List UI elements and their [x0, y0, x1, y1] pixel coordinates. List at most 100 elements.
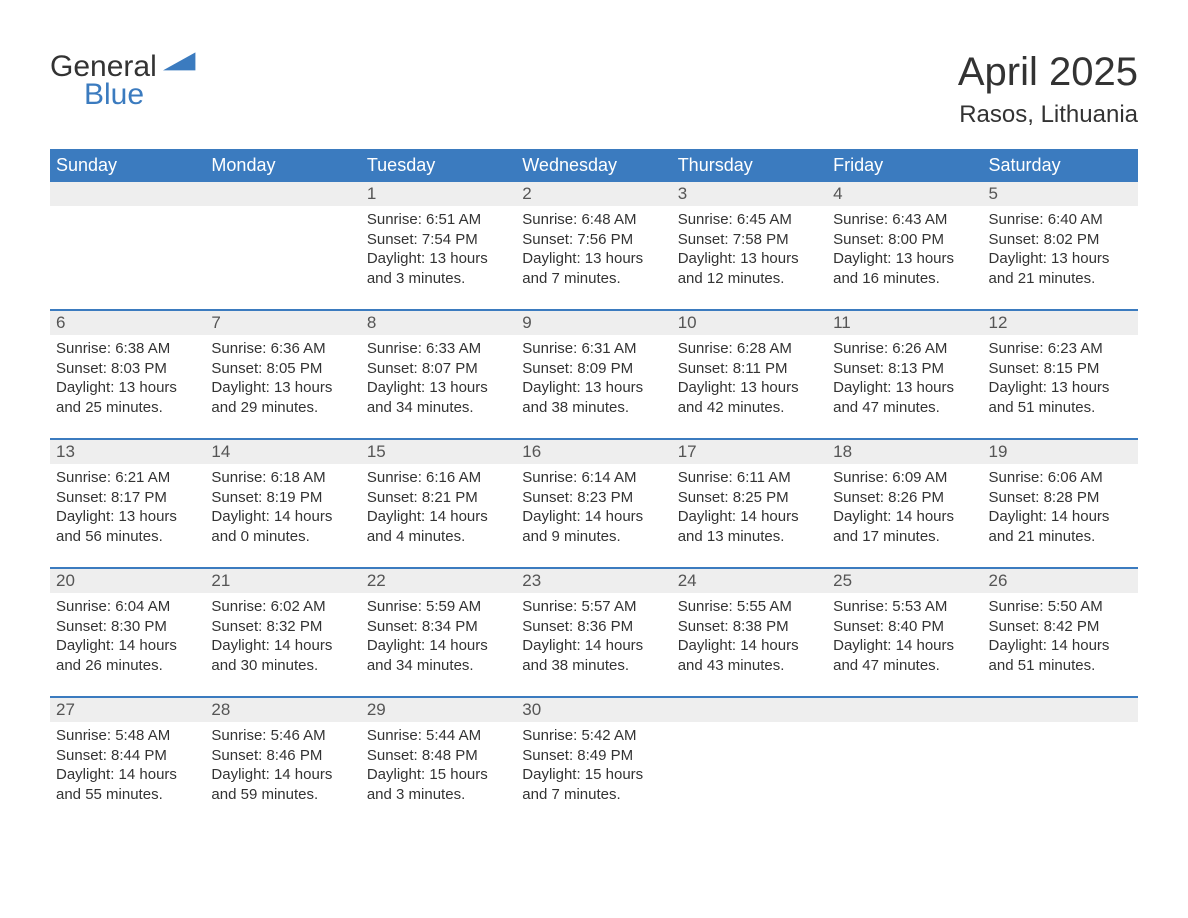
- sunset-line: Sunset: 8:30 PM: [56, 617, 199, 637]
- location-subtitle: Rasos, Lithuania: [958, 101, 1138, 129]
- sunset-line: Sunset: 8:28 PM: [989, 488, 1132, 508]
- logo-flag-icon: [163, 52, 199, 78]
- sunrise-line: Sunrise: 6:31 AM: [522, 339, 665, 359]
- daylight-line: Daylight: 14 hours and 9 minutes.: [522, 507, 665, 546]
- daynum-empty: [827, 698, 982, 722]
- dayname-header: Wednesday: [516, 149, 671, 182]
- day-cell: 25Sunrise: 5:53 AMSunset: 8:40 PMDayligh…: [827, 569, 982, 697]
- day-details: Sunrise: 5:44 AMSunset: 8:48 PMDaylight:…: [361, 722, 516, 810]
- day-number: 30: [516, 698, 671, 722]
- dayname-header: Friday: [827, 149, 982, 182]
- day-details: Sunrise: 5:55 AMSunset: 8:38 PMDaylight:…: [672, 593, 827, 681]
- day-details: Sunrise: 6:36 AMSunset: 8:05 PMDaylight:…: [205, 335, 360, 423]
- day-number: 11: [827, 311, 982, 335]
- sunrise-line: Sunrise: 5:46 AM: [211, 726, 354, 746]
- daylight-line: Daylight: 13 hours and 34 minutes.: [367, 378, 510, 417]
- daylight-line: Daylight: 13 hours and 51 minutes.: [989, 378, 1132, 417]
- sunrise-line: Sunrise: 6:26 AM: [833, 339, 976, 359]
- daylight-line: Daylight: 14 hours and 26 minutes.: [56, 636, 199, 675]
- daylight-line: Daylight: 14 hours and 38 minutes.: [522, 636, 665, 675]
- day-number: 28: [205, 698, 360, 722]
- daylight-line: Daylight: 13 hours and 25 minutes.: [56, 378, 199, 417]
- sunrise-line: Sunrise: 6:38 AM: [56, 339, 199, 359]
- daynum-empty: [983, 698, 1138, 722]
- daylight-line: Daylight: 14 hours and 0 minutes.: [211, 507, 354, 546]
- sunrise-line: Sunrise: 6:11 AM: [678, 468, 821, 488]
- daylight-line: Daylight: 14 hours and 4 minutes.: [367, 507, 510, 546]
- sunset-line: Sunset: 8:34 PM: [367, 617, 510, 637]
- sunrise-line: Sunrise: 5:42 AM: [522, 726, 665, 746]
- daylight-line: Daylight: 14 hours and 30 minutes.: [211, 636, 354, 675]
- sunset-line: Sunset: 8:40 PM: [833, 617, 976, 637]
- sunrise-line: Sunrise: 5:53 AM: [833, 597, 976, 617]
- sunset-line: Sunset: 8:38 PM: [678, 617, 821, 637]
- sunset-line: Sunset: 8:48 PM: [367, 746, 510, 766]
- day-cell: 12Sunrise: 6:23 AMSunset: 8:15 PMDayligh…: [983, 311, 1138, 439]
- day-cell: [983, 698, 1138, 826]
- sunrise-line: Sunrise: 6:06 AM: [989, 468, 1132, 488]
- day-cell: 7Sunrise: 6:36 AMSunset: 8:05 PMDaylight…: [205, 311, 360, 439]
- sunset-line: Sunset: 8:36 PM: [522, 617, 665, 637]
- daylight-line: Daylight: 14 hours and 21 minutes.: [989, 507, 1132, 546]
- daylight-line: Daylight: 14 hours and 34 minutes.: [367, 636, 510, 675]
- sunrise-line: Sunrise: 6:04 AM: [56, 597, 199, 617]
- sunrise-line: Sunrise: 6:02 AM: [211, 597, 354, 617]
- sunset-line: Sunset: 8:13 PM: [833, 359, 976, 379]
- day-cell: 6 Sunrise: 6:38 AMSunset: 8:03 PMDaylight…: [50, 311, 205, 439]
- day-cell: 14Sunrise: 6:18 AMSunset: 8:19 PMDayligh…: [205, 440, 360, 568]
- day-details: Sunrise: 6:31 AMSunset: 8:09 PMDaylight:…: [516, 335, 671, 423]
- sunrise-line: Sunrise: 6:45 AM: [678, 210, 821, 230]
- sunrise-line: Sunrise: 5:59 AM: [367, 597, 510, 617]
- day-cell: 13Sunrise: 6:21 AMSunset: 8:17 PMDayligh…: [50, 440, 205, 568]
- day-cell: 27Sunrise: 5:48 AMSunset: 8:44 PMDayligh…: [50, 698, 205, 826]
- day-details: Sunrise: 6:43 AMSunset: 8:00 PMDaylight:…: [827, 206, 982, 294]
- day-cell: [827, 698, 982, 826]
- day-number: 4: [827, 182, 982, 206]
- day-cell: 1Sunrise: 6:51 AMSunset: 7:54 PMDaylight…: [361, 182, 516, 310]
- day-number: 18: [827, 440, 982, 464]
- sunset-line: Sunset: 8:19 PM: [211, 488, 354, 508]
- week-row: 13Sunrise: 6:21 AMSunset: 8:17 PMDayligh…: [50, 440, 1138, 568]
- day-number: 26: [983, 569, 1138, 593]
- day-details: Sunrise: 5:46 AMSunset: 8:46 PMDaylight:…: [205, 722, 360, 810]
- sunrise-line: Sunrise: 6:51 AM: [367, 210, 510, 230]
- sunset-line: Sunset: 7:58 PM: [678, 230, 821, 250]
- day-cell: [672, 698, 827, 826]
- day-details: Sunrise: 6:45 AMSunset: 7:58 PMDaylight:…: [672, 206, 827, 294]
- title-block: April 2025 Rasos, Lithuania: [958, 50, 1138, 129]
- day-cell: 17Sunrise: 6:11 AMSunset: 8:25 PMDayligh…: [672, 440, 827, 568]
- daylight-line: Daylight: 13 hours and 16 minutes.: [833, 249, 976, 288]
- day-cell: 20Sunrise: 6:04 AMSunset: 8:30 PMDayligh…: [50, 569, 205, 697]
- sunset-line: Sunset: 8:15 PM: [989, 359, 1132, 379]
- day-details: Sunrise: 6:23 AMSunset: 8:15 PMDaylight:…: [983, 335, 1138, 423]
- day-details: Sunrise: 5:53 AMSunset: 8:40 PMDaylight:…: [827, 593, 982, 681]
- day-details: Sunrise: 6:02 AMSunset: 8:32 PMDaylight:…: [205, 593, 360, 681]
- week-row: 6Sunrise: 6:38 AMSunset: 8:03 PMDaylight…: [50, 311, 1138, 439]
- day-cell: [50, 182, 205, 310]
- daylight-line: Daylight: 13 hours and 42 minutes.: [678, 378, 821, 417]
- dayname-header: Thursday: [672, 149, 827, 182]
- sunset-line: Sunset: 8:09 PM: [522, 359, 665, 379]
- day-cell: 10Sunrise: 6:28 AMSunset: 8:11 PMDayligh…: [672, 311, 827, 439]
- day-cell: 3Sunrise: 6:45 AMSunset: 7:58 PMDaylight…: [672, 182, 827, 310]
- daylight-line: Daylight: 15 hours and 7 minutes.: [522, 765, 665, 804]
- page-header: General Blue April 2025 Rasos, Lithuania: [50, 50, 1138, 129]
- day-details: Sunrise: 6:26 AMSunset: 8:13 PMDaylight:…: [827, 335, 982, 423]
- sunrise-line: Sunrise: 6:16 AM: [367, 468, 510, 488]
- daylight-line: Daylight: 13 hours and 56 minutes.: [56, 507, 199, 546]
- day-number: 29: [361, 698, 516, 722]
- sunset-line: Sunset: 8:03 PM: [56, 359, 199, 379]
- day-number: 6: [50, 311, 205, 335]
- day-number: 14: [205, 440, 360, 464]
- day-cell: 15Sunrise: 6:16 AMSunset: 8:21 PMDayligh…: [361, 440, 516, 568]
- sunrise-line: Sunrise: 5:50 AM: [989, 597, 1132, 617]
- day-cell: 21Sunrise: 6:02 AMSunset: 8:32 PMDayligh…: [205, 569, 360, 697]
- sunset-line: Sunset: 8:11 PM: [678, 359, 821, 379]
- day-cell: 19Sunrise: 6:06 AMSunset: 8:28 PMDayligh…: [983, 440, 1138, 568]
- day-number: 23: [516, 569, 671, 593]
- day-cell: 26Sunrise: 5:50 AMSunset: 8:42 PMDayligh…: [983, 569, 1138, 697]
- day-number: 5: [983, 182, 1138, 206]
- day-number: 15: [361, 440, 516, 464]
- day-details: Sunrise: 6:11 AMSunset: 8:25 PMDaylight:…: [672, 464, 827, 552]
- sunset-line: Sunset: 8:42 PM: [989, 617, 1132, 637]
